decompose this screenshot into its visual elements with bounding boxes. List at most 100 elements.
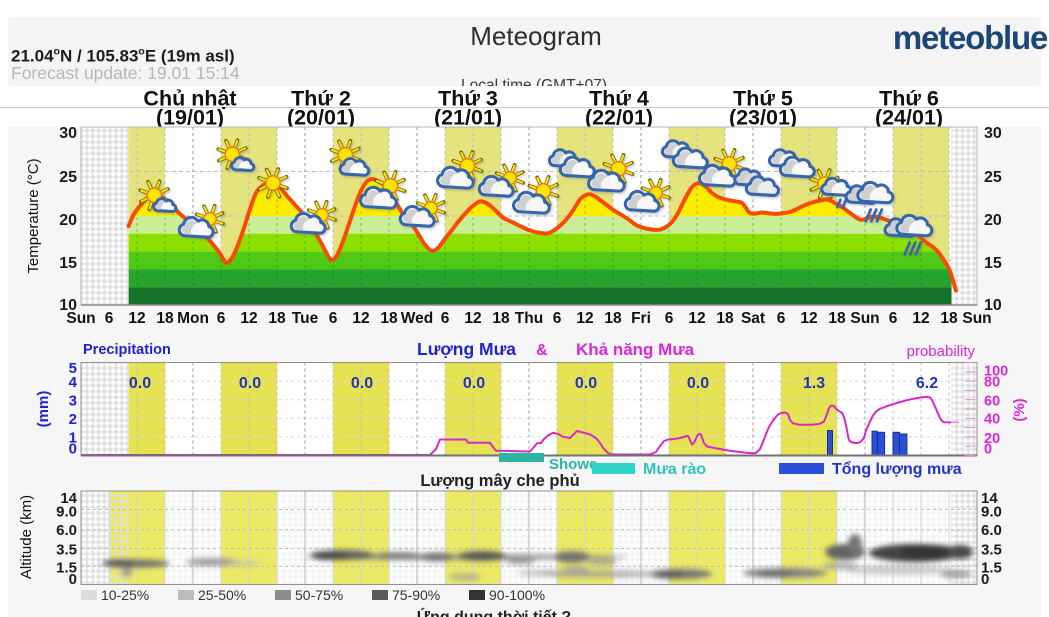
svg-text:12: 12 [800, 310, 817, 327]
svg-text:Forecast update: 19.01 15:14: Forecast update: 19.01 15:14 [11, 63, 240, 83]
svg-text:0: 0 [984, 442, 992, 458]
svg-text:Thứ 4: Thứ 4 [589, 87, 649, 111]
svg-text:3: 3 [69, 393, 77, 410]
svg-text:18: 18 [380, 310, 398, 327]
svg-text:1.5: 1.5 [56, 560, 77, 577]
svg-text:(23/01): (23/01) [729, 106, 797, 130]
svg-text:21.04oN / 105.83oE (19m asl): 21.04oN / 105.83oE (19m asl) [11, 46, 235, 66]
svg-text:18: 18 [268, 310, 286, 327]
svg-text:25-50%: 25-50% [198, 587, 246, 603]
svg-text:Sun: Sun [66, 310, 95, 327]
svg-text:Lượng Mưa: Lượng Mưa [417, 339, 516, 359]
svg-text:10: 10 [984, 297, 1002, 314]
svg-text:1.5: 1.5 [981, 560, 1002, 577]
svg-text:Tue: Tue [292, 310, 319, 327]
svg-text:(19/01): (19/01) [156, 106, 224, 130]
svg-text:6: 6 [441, 310, 450, 327]
svg-text:6: 6 [329, 310, 338, 327]
svg-text:(20/01): (20/01) [287, 106, 355, 130]
svg-text:Altitude (km): Altitude (km) [18, 495, 35, 579]
svg-text:20: 20 [59, 212, 77, 229]
svg-text:10-25%: 10-25% [101, 587, 149, 603]
svg-text:2: 2 [69, 411, 77, 428]
svg-text:5: 5 [69, 360, 77, 377]
svg-text:0.0: 0.0 [575, 375, 597, 392]
svg-text:Sun: Sun [850, 310, 879, 327]
svg-text:18: 18 [828, 310, 846, 327]
svg-text:Temperature (°C): Temperature (°C) [25, 158, 42, 273]
svg-text:0: 0 [981, 571, 989, 588]
svg-text:18: 18 [156, 310, 174, 327]
svg-text:probability: probability [907, 343, 976, 360]
svg-text:20: 20 [984, 431, 1000, 447]
svg-text:0: 0 [69, 441, 77, 458]
svg-text:0.0: 0.0 [239, 375, 261, 392]
svg-text:Fri: Fri [631, 310, 651, 327]
svg-text:Chủ nhật: Chủ nhật [143, 87, 236, 111]
svg-text:14: 14 [60, 490, 77, 507]
svg-text:0.0: 0.0 [351, 375, 373, 392]
svg-text:(21/01): (21/01) [434, 106, 502, 130]
svg-text:15: 15 [984, 255, 1002, 272]
svg-text:80: 80 [984, 375, 1000, 391]
svg-text:18: 18 [492, 310, 510, 327]
svg-text:12: 12 [464, 310, 481, 327]
svg-text:12: 12 [912, 310, 929, 327]
svg-text:0.0: 0.0 [463, 375, 485, 392]
svg-text:(%): (%) [1011, 398, 1028, 421]
svg-text:6.0: 6.0 [981, 522, 1002, 539]
svg-text:30: 30 [984, 125, 1002, 142]
svg-text:12: 12 [352, 310, 369, 327]
svg-text:Sat: Sat [741, 310, 765, 327]
svg-text:60: 60 [984, 394, 1000, 410]
svg-text:12: 12 [576, 310, 593, 327]
svg-text:6: 6 [665, 310, 674, 327]
svg-text:Thu: Thu [515, 310, 543, 327]
svg-text:9.0: 9.0 [981, 504, 1002, 521]
svg-text:25: 25 [59, 169, 77, 186]
svg-text:14: 14 [981, 490, 998, 507]
svg-text:30: 30 [59, 125, 77, 142]
svg-text:Mon: Mon [177, 310, 209, 327]
svg-text:Lượng mây che phủ: Lượng mây che phủ [420, 472, 579, 490]
svg-text:100: 100 [984, 364, 1008, 380]
svg-text:18: 18 [604, 310, 622, 327]
svg-text:4: 4 [69, 374, 78, 391]
svg-text:0.0: 0.0 [687, 375, 709, 392]
svg-text:9.0: 9.0 [56, 504, 77, 521]
svg-text:Showe: Showe [549, 456, 597, 473]
svg-text:(mm): (mm) [35, 391, 52, 428]
svg-text:50-75%: 50-75% [295, 587, 343, 603]
svg-text:Meteogram: Meteogram [470, 21, 602, 51]
svg-text:6: 6 [217, 310, 226, 327]
svg-text:Thứ 3: Thứ 3 [438, 87, 498, 111]
svg-text:6: 6 [553, 310, 562, 327]
svg-text:Mưa rào: Mưa rào [643, 461, 706, 478]
svg-text:3.5: 3.5 [56, 542, 77, 559]
svg-text:6: 6 [889, 310, 898, 327]
svg-text:6: 6 [105, 310, 114, 327]
svg-text:18: 18 [940, 310, 958, 327]
svg-text:Tổng lượng mưa: Tổng lượng mưa [832, 460, 962, 478]
svg-text:15: 15 [59, 255, 77, 272]
svg-text:75-90%: 75-90% [392, 587, 440, 603]
svg-text:Thứ 2: Thứ 2 [291, 87, 351, 111]
svg-text:6: 6 [777, 310, 786, 327]
svg-text:0: 0 [69, 571, 77, 588]
svg-text:Wed: Wed [401, 310, 433, 327]
svg-text:&: & [536, 342, 548, 359]
svg-text:Thứ 6: Thứ 6 [879, 87, 939, 111]
svg-text:90-100%: 90-100% [489, 587, 545, 603]
svg-text:3.5: 3.5 [981, 542, 1002, 559]
svg-text:12: 12 [240, 310, 257, 327]
svg-text:25: 25 [984, 169, 1002, 186]
svg-text:12: 12 [128, 310, 145, 327]
svg-text:1: 1 [69, 430, 77, 447]
svg-text:20: 20 [984, 212, 1002, 229]
svg-text:18: 18 [716, 310, 734, 327]
svg-text:Ứng dụng thời tiết ?: Ứng dụng thời tiết ? [417, 607, 571, 617]
svg-text:12: 12 [688, 310, 705, 327]
svg-text:Precipitation: Precipitation [83, 342, 171, 358]
svg-text:6.0: 6.0 [56, 522, 77, 539]
svg-text:10: 10 [59, 297, 77, 314]
